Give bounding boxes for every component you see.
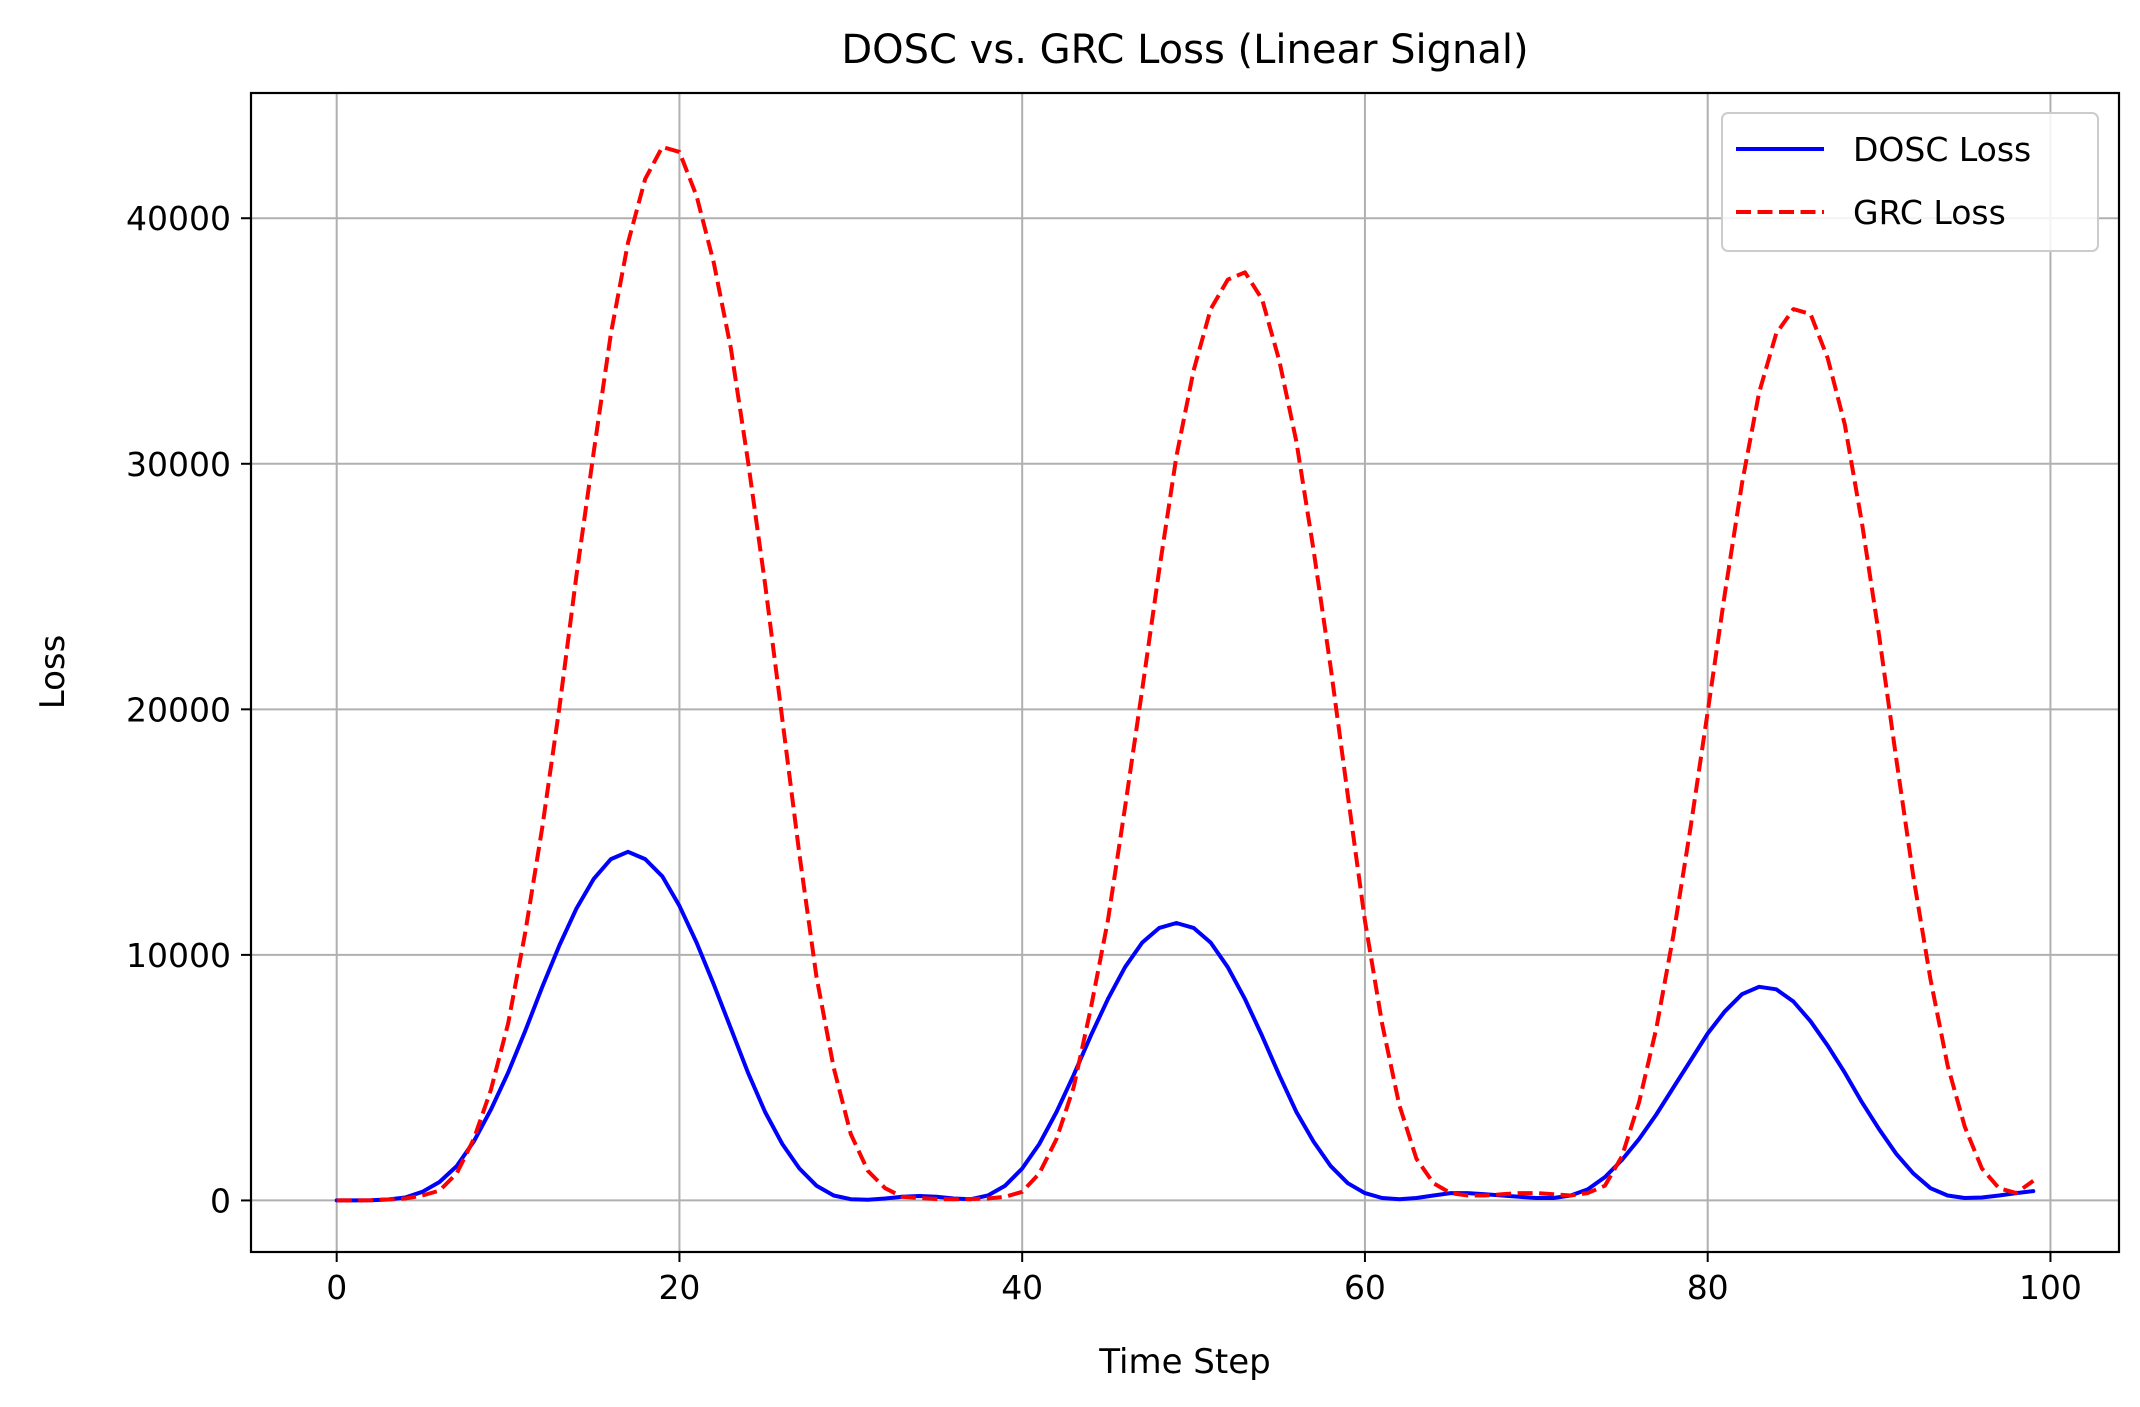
x-tick-label: 0 xyxy=(326,1268,347,1307)
x-tick-label: 20 xyxy=(658,1268,700,1307)
legend: DOSC Loss GRC Loss xyxy=(1721,112,2099,252)
legend-label-dosc-loss: DOSC Loss xyxy=(1853,130,2031,169)
y-tick-label: 30000 xyxy=(126,445,231,484)
plot-frame xyxy=(249,91,2121,1254)
x-tick-label: 100 xyxy=(2019,1268,2082,1307)
y-axis-ticks: 0 10000 20000 30000 40000 xyxy=(126,199,251,1220)
series-line-dosc-loss xyxy=(334,849,2036,1203)
chart-title: DOSC vs. GRC Loss (Linear Signal) xyxy=(841,27,1528,73)
legend-label-grc-loss: GRC Loss xyxy=(1853,193,2006,232)
x-axis-label: Time Step xyxy=(1098,1342,1270,1382)
x-axis-ticks: 0 20 40 60 80 100 xyxy=(326,1252,2082,1307)
y-axis-label: Loss xyxy=(33,635,73,710)
y-tick-label: 0 xyxy=(210,1181,231,1220)
y-tick-label: 20000 xyxy=(126,690,231,729)
x-tick-label: 80 xyxy=(1687,1268,1729,1307)
x-tick-label: 60 xyxy=(1344,1268,1386,1307)
y-tick-label: 10000 xyxy=(126,936,231,975)
series-layer xyxy=(334,145,2036,1203)
x-tick-label: 40 xyxy=(1001,1268,1043,1307)
y-tick-label: 40000 xyxy=(126,199,231,238)
